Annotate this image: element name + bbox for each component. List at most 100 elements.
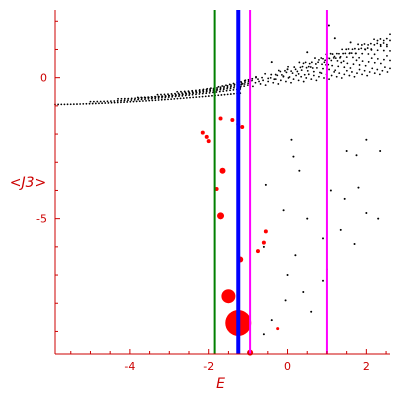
cloud-0-point — [300, 75, 303, 78]
branch-1-point — [201, 92, 204, 95]
cloud-1-point — [270, 73, 273, 76]
cloud-1-point — [291, 72, 294, 75]
scatter-point — [353, 243, 356, 246]
cloud-2-point — [293, 66, 296, 68]
branch-0-point — [63, 103, 66, 106]
branch-4-point — [223, 85, 225, 88]
branch-3-point — [150, 96, 153, 98]
scatter-point — [339, 228, 342, 231]
cloud-1-point — [389, 59, 391, 62]
branch-0-point — [57, 103, 60, 106]
scatter-point — [282, 209, 285, 212]
branch-0-point — [98, 102, 100, 105]
branch-4-point — [244, 81, 246, 84]
cloud-2-point — [277, 69, 280, 72]
cloud-0-point — [267, 80, 270, 83]
branch-2-point — [233, 86, 235, 89]
branch-2-point — [120, 97, 123, 100]
cloud-1-point — [306, 69, 309, 72]
cloud-0-point — [257, 78, 259, 81]
cloud-2-point — [373, 53, 376, 56]
cloud-1-point — [255, 75, 257, 78]
branch-0-point — [145, 99, 147, 102]
cloud-4-point — [389, 33, 391, 36]
branch-1-point — [144, 98, 146, 101]
cloud-4-point — [366, 47, 369, 49]
branch-5-point — [195, 89, 197, 92]
cloud-2-point — [358, 56, 361, 59]
cloud-3-point — [370, 48, 373, 50]
branch-1-point — [232, 88, 235, 91]
cloud-2-point — [330, 59, 333, 62]
cloud-1-point — [309, 66, 312, 68]
branch-1-point — [222, 90, 225, 93]
cloud-2-point — [314, 63, 317, 65]
branch-0-point — [154, 99, 157, 102]
cloud-0-point — [246, 84, 249, 87]
cloud-0-point — [264, 84, 267, 87]
branch-2-point — [123, 97, 126, 100]
branch-4-point — [226, 84, 229, 87]
branch-0-point — [207, 95, 210, 97]
cloud-1-point — [383, 58, 385, 61]
branch-3-point — [240, 83, 243, 86]
cloud-2-point — [284, 69, 286, 72]
cloud-2-point — [376, 49, 379, 52]
cloud-3-point — [354, 52, 357, 55]
cloud-4-point — [376, 42, 379, 45]
cloud-0-point — [378, 73, 381, 76]
branch-5-point — [251, 77, 254, 80]
branch-3-point — [164, 94, 167, 97]
cloud-3-point — [317, 61, 320, 64]
cloud-0-point — [376, 68, 379, 71]
x-axis-label: E — [216, 376, 225, 392]
x-tick-label: -4 — [124, 360, 135, 373]
cloud-3-point — [335, 52, 338, 55]
branch-0-point — [189, 96, 191, 99]
red-marker — [204, 134, 209, 139]
red-marker — [240, 125, 245, 130]
cloud-2-point — [342, 60, 345, 63]
cloud-2-point — [274, 73, 277, 76]
branch-0-point — [60, 103, 63, 106]
cloud-1-point — [264, 72, 267, 75]
cloud-4-point — [385, 37, 388, 40]
branch-0-point — [142, 100, 144, 102]
branch-3-point — [136, 96, 139, 99]
red-marker — [221, 289, 236, 304]
scatter-point — [286, 274, 289, 277]
cloud-0-point — [262, 79, 264, 82]
cloud-1-point — [316, 66, 318, 69]
cloud-0-point — [290, 81, 292, 84]
branch-4-point — [160, 93, 162, 96]
branch-1-point — [140, 98, 143, 101]
cloud-4-point — [331, 53, 334, 55]
branch-0-point — [72, 103, 75, 106]
cloud-3-point — [351, 48, 354, 51]
branch-0-point — [170, 98, 173, 101]
branch-3-point — [226, 86, 229, 89]
cloud-1-point — [273, 78, 276, 81]
branch-0-point — [120, 101, 122, 104]
scatter-point — [343, 197, 346, 200]
branch-1-point — [212, 91, 214, 94]
cloud-4-point — [357, 43, 359, 46]
cloud-3-point — [360, 44, 363, 46]
cloud-0-point — [371, 67, 374, 70]
branch-5-point — [232, 82, 235, 85]
branch-0-point — [148, 99, 151, 102]
cloud-2-point — [324, 59, 327, 62]
cloud-1-point — [319, 71, 321, 74]
cloud-3-point — [310, 61, 313, 64]
cloud-3-point — [339, 56, 341, 59]
axes — [54, 10, 390, 355]
cloud-2-point — [302, 62, 305, 65]
scatter-point — [327, 24, 330, 27]
branch-0-point — [204, 95, 207, 98]
cloud-1-point — [386, 54, 388, 57]
branch-1-point — [130, 99, 133, 101]
scatter-point — [365, 212, 368, 215]
branch-0-point — [223, 93, 226, 96]
branch-1-point — [92, 100, 95, 103]
y-tick-label: 0 — [40, 72, 47, 85]
